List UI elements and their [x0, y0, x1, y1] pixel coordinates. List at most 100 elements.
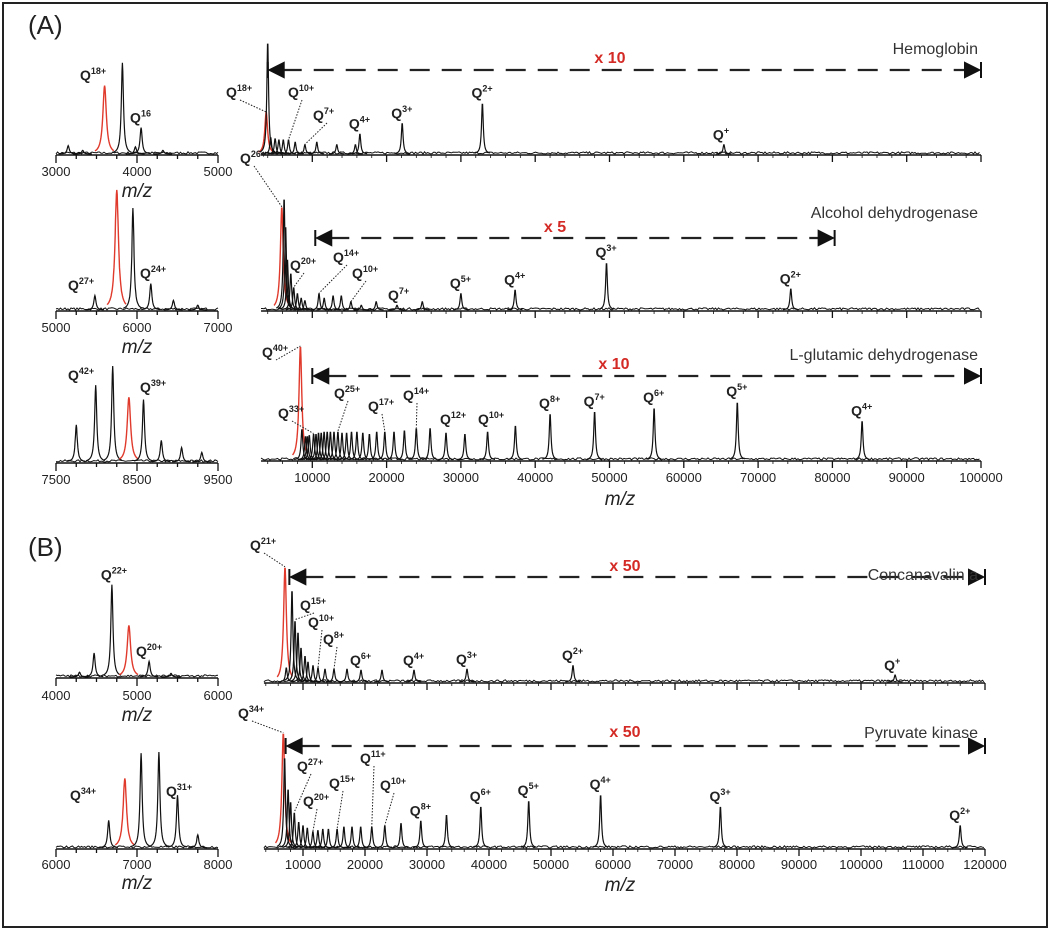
charge-state-label: Q2+ — [949, 806, 970, 823]
peak — [438, 432, 454, 461]
highlighted-peak — [106, 189, 127, 306]
x-tick-label: 8000 — [204, 857, 233, 872]
x-tick-label: 70000 — [740, 470, 776, 485]
label-leader-line — [239, 99, 267, 113]
peak — [163, 298, 183, 311]
label-leader-line — [293, 272, 305, 288]
x-tick-label: 7000 — [123, 857, 152, 872]
label-leader-line — [384, 792, 395, 826]
charge-state-label: Q17+ — [368, 397, 394, 414]
section-label-a: (A) — [28, 10, 63, 40]
peak — [131, 127, 151, 155]
x-tick-label: 30000 — [409, 857, 445, 872]
x-axis-label: m/z — [122, 705, 153, 726]
label-leader-line — [251, 720, 284, 734]
label-leader-line — [293, 773, 312, 813]
x-tick-label: 10000 — [285, 857, 321, 872]
x-tick-label: 100000 — [959, 470, 1002, 485]
protein-name: Pyruvate kinase — [864, 725, 978, 742]
label-leader-line — [337, 400, 349, 432]
label-leader-line — [415, 402, 418, 428]
panel-cona: x 50 Concanavalin a Q21+ Q15+Q10+Q8+ Q6+ Q4+ Q… — [250, 536, 986, 690]
label-leader-line — [336, 790, 344, 829]
charge-state-label: Q7+ — [584, 392, 605, 409]
charge-state-label: Q24+ — [140, 264, 166, 281]
peak — [952, 825, 968, 849]
magnification-label: x 50 — [609, 724, 640, 741]
peak — [349, 431, 365, 461]
charge-state-label: Q6+ — [470, 787, 491, 804]
peak — [112, 62, 132, 153]
highlighted-peak — [114, 778, 135, 846]
x-tick-label: 50000 — [533, 857, 569, 872]
x-tick-label: 80000 — [814, 470, 850, 485]
x-tick-label: 6000 — [42, 857, 71, 872]
peak — [280, 139, 296, 155]
peak — [474, 103, 490, 154]
panel-b1: 4000 5000 6000 m/z Q22+ Q20+ — [42, 566, 233, 726]
charge-state-label: Q10+ — [380, 776, 406, 793]
arrow-left-icon — [311, 367, 330, 385]
peak — [854, 421, 870, 460]
charge-state-label: Q12+ — [440, 410, 466, 427]
peak — [310, 667, 326, 683]
label-leader-line — [304, 122, 328, 145]
peak — [389, 304, 405, 311]
peak — [133, 399, 153, 462]
peak — [457, 434, 473, 461]
highlighted-peak — [118, 625, 139, 676]
peak — [141, 283, 160, 311]
peak — [394, 123, 410, 155]
protein-name: Hemoglobin — [893, 41, 978, 58]
charge-state-label: Q20+ — [290, 256, 316, 273]
peak — [153, 149, 173, 155]
protein-name: L-glutamic dehydrogenase — [789, 347, 978, 364]
x-axis-label: m/z — [605, 489, 636, 510]
protein-name: Concanavalin a — [868, 567, 978, 584]
charge-state-label: Q4+ — [403, 651, 424, 668]
peak — [351, 133, 368, 155]
peak — [368, 301, 384, 311]
label-leader-line — [312, 808, 318, 832]
x-tick-label: 8500 — [123, 472, 152, 487]
peak — [297, 300, 313, 311]
peak — [729, 402, 745, 460]
peak — [520, 801, 537, 848]
peak — [598, 263, 615, 310]
arrow-right-icon — [817, 229, 836, 247]
charge-state-label: Q34+ — [238, 704, 264, 721]
x-tick-label: 3000 — [42, 164, 71, 179]
x-tick-label: 50000 — [591, 470, 627, 485]
peak — [293, 647, 309, 682]
charge-state-label: Q4+ — [504, 271, 525, 288]
x-tick-label: 4000 — [123, 164, 152, 179]
label-leader-line — [294, 612, 315, 621]
label-leader-line — [333, 646, 338, 669]
peak — [293, 429, 310, 461]
panel-a2: 5000 6000 7000 m/z Q27+ Q24+ — [42, 189, 232, 358]
peak — [290, 632, 306, 682]
label-leader-line — [288, 99, 303, 140]
x-tick-label: 40000 — [471, 857, 507, 872]
charge-state-label: Q7+ — [313, 106, 334, 123]
baseline-trace — [261, 307, 980, 311]
peak — [279, 259, 295, 310]
arrow-right-icon — [964, 61, 982, 79]
peak — [188, 833, 208, 849]
label-leader-line — [318, 264, 348, 294]
x-tick-label: 6000 — [204, 688, 233, 703]
charge-state-label: Q6+ — [350, 651, 371, 668]
charge-state-label: Q3+ — [456, 650, 477, 667]
peak — [565, 665, 581, 683]
charge-state-label: Q7+ — [388, 286, 409, 303]
peak — [459, 668, 475, 683]
label-leader-line — [371, 765, 375, 827]
charge-state-label: Q5+ — [450, 274, 471, 291]
peak — [85, 293, 105, 311]
x-tick-label: 60000 — [595, 857, 631, 872]
peak — [406, 669, 422, 683]
charge-state-label: Q34+ — [70, 786, 96, 803]
panel-hb: x 10 Hemoglobin Q18+ Q10+ Q7+ Q4+ Q3+ Q2+ Q+ — [226, 41, 982, 162]
peak — [472, 806, 489, 848]
arrow-left-icon — [314, 229, 333, 247]
